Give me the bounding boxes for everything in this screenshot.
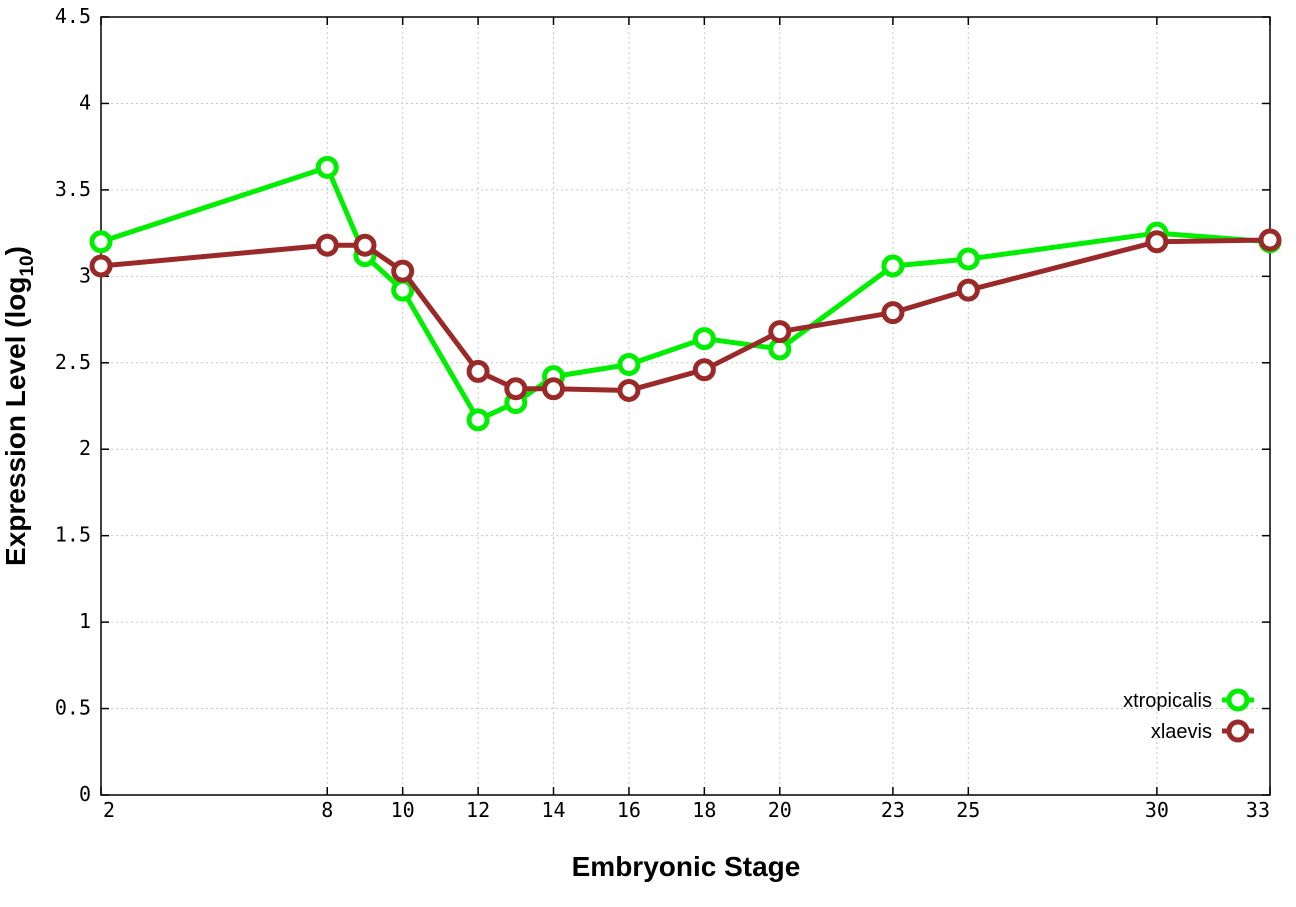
legend-item-xlaevis: xlaevis: [1151, 719, 1254, 743]
data-point-xlaevis: [768, 320, 792, 344]
y-tick-label: 2: [79, 436, 91, 460]
y-tick-label: 0.5: [55, 696, 91, 720]
x-tick-label: 2: [103, 798, 115, 822]
data-point-xlaevis: [391, 259, 415, 283]
data-point-xlaevis: [1258, 228, 1282, 252]
data-point-xlaevis: [1145, 230, 1169, 254]
x-tick-label: 25: [956, 798, 980, 822]
data-point-xtropicalis: [881, 254, 905, 278]
data-point-xlaevis: [504, 377, 528, 401]
x-tick-label: 12: [466, 798, 490, 822]
y-tick-label: 3: [79, 263, 91, 287]
x-tick-label: 20: [768, 798, 792, 822]
x-tick-label: 16: [617, 798, 641, 822]
series-line-xtropicalis: [100, 164, 1271, 423]
y-tick-label: 2.5: [55, 350, 91, 374]
y-tick-label: 3.5: [55, 177, 91, 201]
series-layer: [89, 155, 1282, 432]
x-tick-label: 14: [541, 798, 565, 822]
axis-ticks: 0 0.5 1 1.5 2 2.5 3 3.5 4 4.5 2 8 10 12 14 16 18 20 23 25 30…: [55, 4, 1271, 822]
plot-frame: [100, 16, 1271, 796]
legend: xtropicalis xlaevis: [1123, 688, 1254, 743]
series-line-xlaevis: [100, 237, 1271, 393]
x-tick-label: 33: [1246, 798, 1270, 822]
data-point-xlaevis: [315, 233, 339, 257]
y-axis-title-main: Expression Level (log: [0, 277, 31, 566]
series-xlaevis: [89, 228, 1282, 402]
y-tick-label: 0: [79, 782, 91, 806]
legend-marker-swatch: [1226, 719, 1250, 743]
x-tick-label: 10: [391, 798, 415, 822]
x-tick-label: 8: [321, 798, 333, 822]
data-point-xtropicalis: [315, 155, 339, 179]
y-tick-label: 1: [79, 609, 91, 633]
y-axis-title-close: ): [0, 246, 31, 255]
x-tick-label: 23: [881, 798, 905, 822]
series-xtropicalis: [89, 155, 1282, 432]
legend-item-xtropicalis: xtropicalis: [1123, 688, 1254, 712]
data-point-xlaevis: [89, 254, 113, 278]
data-point-xlaevis: [617, 378, 641, 402]
y-tick-label: 4.5: [55, 4, 91, 28]
legend-label: xtropicalis: [1123, 690, 1212, 712]
data-point-xtropicalis: [692, 327, 716, 351]
data-point-xlaevis: [956, 278, 980, 302]
data-point-xtropicalis: [89, 230, 113, 254]
data-point-xlaevis: [692, 358, 716, 382]
data-point-xlaevis: [466, 359, 490, 383]
y-tick-label: 4: [79, 90, 91, 114]
x-tick-label: 18: [692, 798, 716, 822]
x-tick-label: 30: [1145, 798, 1169, 822]
x-axis-title: Embryonic Stage: [572, 851, 801, 882]
data-point-xtropicalis: [391, 278, 415, 302]
y-axis-title: Expression Level (log10): [0, 246, 38, 566]
data-point-xlaevis: [881, 301, 905, 325]
y-axis-title-subscript: 10: [17, 255, 38, 276]
data-point-xlaevis: [353, 233, 377, 257]
legend-marker-swatch: [1226, 688, 1250, 712]
data-point-xlaevis: [542, 377, 566, 401]
y-tick-label: 1.5: [55, 523, 91, 547]
data-point-xtropicalis: [617, 353, 641, 377]
grid: [101, 17, 1270, 795]
data-point-xtropicalis: [956, 247, 980, 271]
legend-label: xlaevis: [1151, 721, 1212, 743]
data-point-xtropicalis: [466, 408, 490, 432]
